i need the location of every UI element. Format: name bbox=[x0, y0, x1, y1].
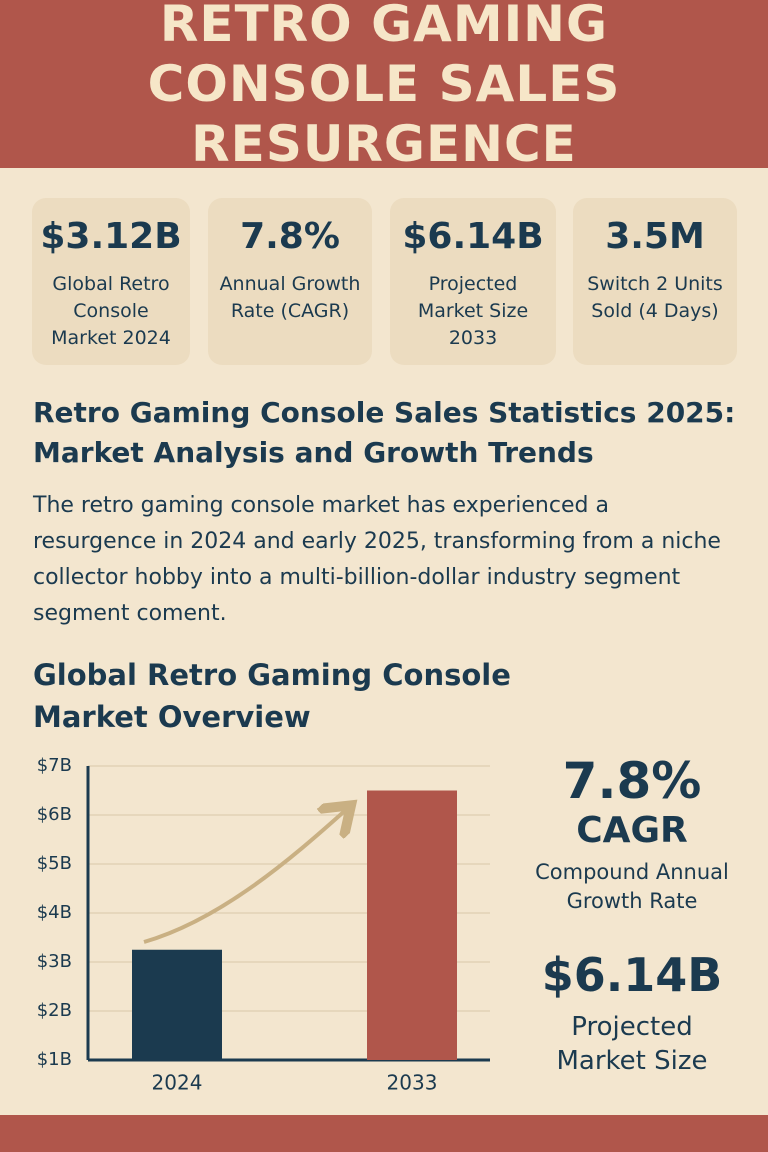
stat-card: 3.5M Switch 2 Units Sold (4 Days) bbox=[573, 198, 737, 365]
growth-arrow bbox=[143, 808, 348, 944]
stat-label: Switch 2 Units Sold (4 Days) bbox=[587, 273, 723, 322]
x-tick-label: 2033 bbox=[387, 1071, 438, 1095]
title: RETRO GAMING CONSOLE SALES RESURGENCE bbox=[147, 0, 621, 173]
stat-value: 3.5M bbox=[605, 216, 705, 257]
y-tick-label: $7B bbox=[37, 755, 72, 776]
footer bbox=[0, 1115, 768, 1152]
y-tick-label: $2B bbox=[37, 1000, 72, 1021]
header: RETRO GAMING CONSOLE SALES RESURGENCE bbox=[0, 0, 768, 173]
stat-label: Projected Market Size 2033 bbox=[417, 273, 529, 349]
y-tick-label: $6B bbox=[37, 804, 72, 825]
cagr-value: 7.8% bbox=[562, 752, 702, 810]
stat-value: $6.14B bbox=[402, 216, 544, 257]
chart: $1B $2B $3B $4B $5B $6B $7B 2024 2033 bbox=[37, 755, 490, 1095]
stat-label: Annual Growth Rate (CAGR) bbox=[219, 273, 361, 322]
y-tick-label: $1B bbox=[37, 1049, 72, 1070]
stat-label: Global Retro Console Market 2024 bbox=[51, 273, 171, 349]
stat-card: $3.12B Global Retro Console Market 2024 bbox=[32, 198, 190, 365]
projected-value: $6.14B bbox=[541, 948, 723, 1002]
article-heading: Retro Gaming Console Sales Statistics 20… bbox=[33, 396, 736, 469]
bar bbox=[367, 790, 457, 1060]
y-tick-label: $4B bbox=[37, 902, 72, 923]
stat-card: 7.8% Annual Growth Rate (CAGR) bbox=[208, 198, 372, 365]
bar bbox=[132, 949, 222, 1060]
projected-label: Projected Market Size bbox=[556, 1012, 708, 1076]
cagr-desc: Compound Annual Growth Rate bbox=[535, 860, 729, 913]
article-body: The retro gaming console market has expe… bbox=[33, 493, 721, 626]
y-tick-label: $3B bbox=[37, 951, 72, 972]
stat-value: 7.8% bbox=[240, 216, 340, 257]
x-tick-label: 2024 bbox=[152, 1071, 203, 1095]
y-tick-label: $5B bbox=[37, 853, 72, 874]
stat-value: $3.12B bbox=[40, 216, 182, 257]
stat-card: $6.14B Projected Market Size 2033 bbox=[390, 198, 556, 365]
cagr-label: CAGR bbox=[576, 810, 688, 851]
chart-title: Global Retro Gaming Console Market Overv… bbox=[33, 658, 511, 734]
